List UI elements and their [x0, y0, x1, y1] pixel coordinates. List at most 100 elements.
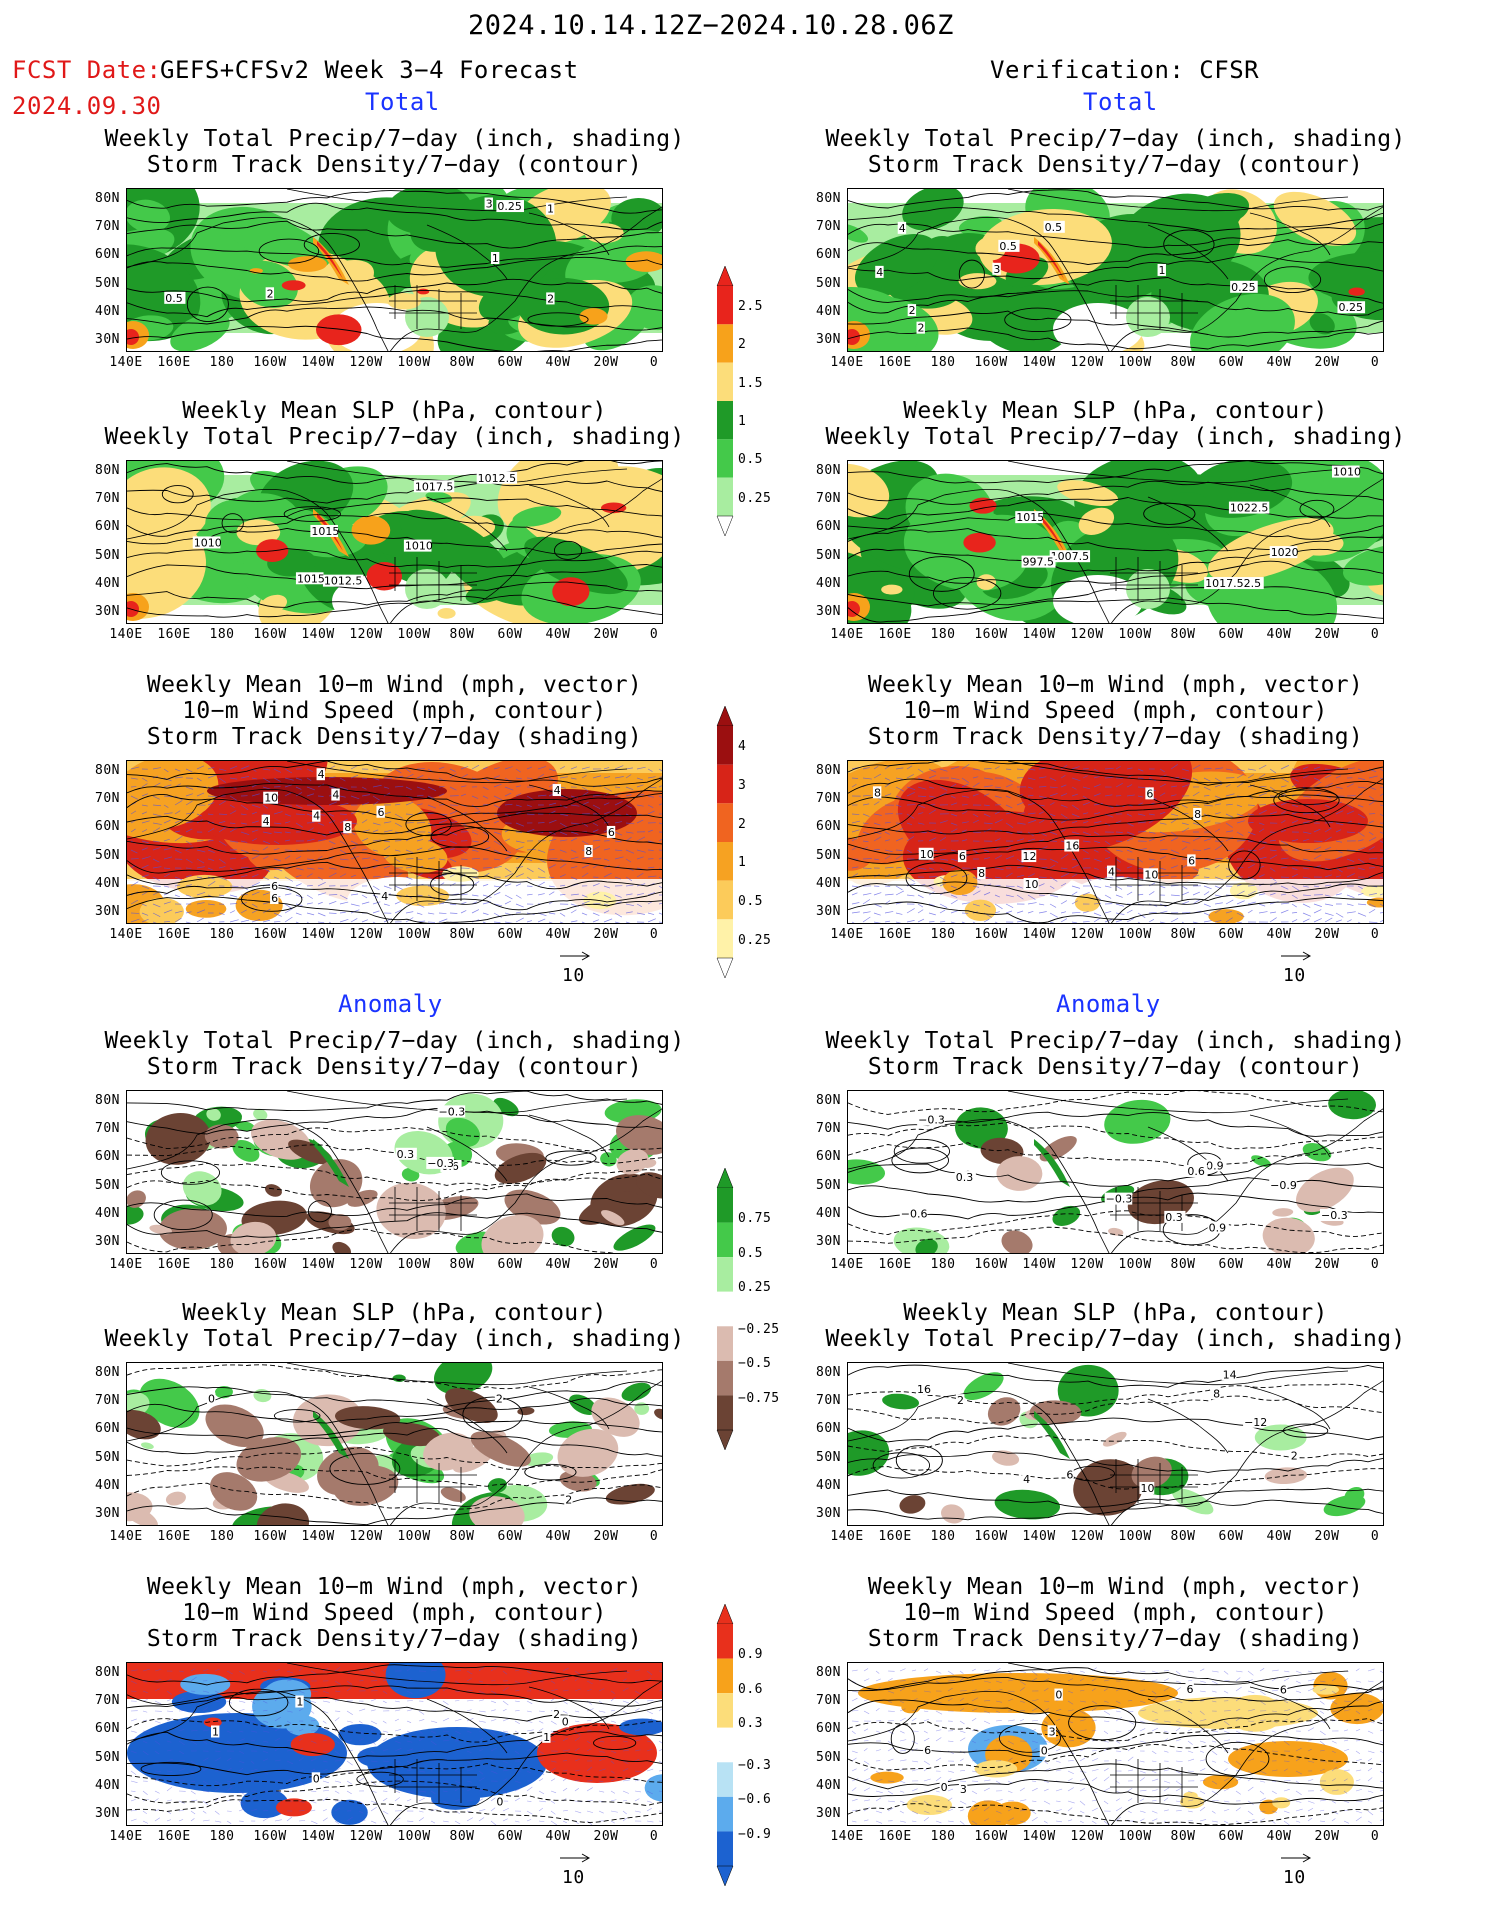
contour-label: 2: [1291, 1449, 1298, 1462]
contour-label: 10: [1144, 868, 1158, 881]
colorbar-label: 0.3: [738, 1716, 763, 1732]
contour-label: −0.3: [439, 1105, 466, 1118]
lon-label: 20W: [593, 927, 619, 942]
lon-label: 60W: [1218, 1529, 1244, 1544]
contour-label: 2: [918, 322, 925, 335]
contour-label: 1010: [405, 540, 433, 553]
contour-label: 4: [1108, 866, 1115, 879]
coastline-layer: [127, 189, 662, 351]
lat-label: 80N: [816, 763, 841, 778]
lon-label: 140W: [1022, 1529, 1056, 1544]
colorbar-swatch: [717, 1291, 733, 1327]
contour-label: 6: [959, 850, 966, 863]
lon-label: 20W: [1314, 355, 1340, 370]
contour-label: 3: [1049, 1725, 1056, 1738]
lat-label: 70N: [95, 1121, 120, 1136]
lon-label: 20W: [1314, 1529, 1340, 1544]
lon-label: 180: [209, 627, 235, 642]
lon-label: 140W: [301, 627, 335, 642]
colorbar-label: 4: [738, 739, 747, 755]
panel-title-line: Weekly Mean SLP (hPa, contour): [903, 398, 1328, 424]
lon-label: 40W: [1266, 927, 1292, 942]
contour-label: 1010: [194, 536, 222, 549]
lat-label: 50N: [816, 1750, 841, 1765]
lon-label: 140E: [109, 927, 143, 942]
lon-label: 140E: [109, 627, 143, 642]
section-anomaly-verification: Anomaly: [1056, 990, 1161, 1018]
panel-title-f3: Weekly Mean 10−m Wind (mph, vector) 10−m …: [66, 672, 723, 750]
lat-label: 30N: [816, 604, 841, 619]
contour-label: −0.3: [427, 1157, 454, 1170]
contour-label: 0.9: [1209, 1221, 1227, 1234]
lon-label: 160E: [878, 627, 912, 642]
lon-label: 140E: [109, 1829, 143, 1844]
colorbar-swatch: [717, 919, 733, 958]
contour-label: 14: [1223, 1368, 1237, 1381]
contour-label: 6: [608, 826, 615, 839]
contour-label: −0.6: [901, 1207, 928, 1220]
colorbar-storm-total: 4 3 2 1 0.5 0.25: [716, 706, 806, 978]
panel-title-line: Weekly Mean 10−m Wind (mph, vector): [146, 1574, 643, 1600]
panel-title-v1: Weekly Total Precip/7−day (inch, shading…: [787, 126, 1444, 178]
contour-label: 3: [960, 1783, 967, 1796]
lon-label: 180: [930, 927, 956, 942]
map-panel-f1: 2 1 3 1 2 0.5 0.25: [126, 188, 663, 352]
lat-label: 30N: [95, 332, 120, 347]
contour-label: 8: [585, 845, 592, 858]
lon-label: 160E: [157, 627, 191, 642]
contour-label: 8: [344, 821, 351, 834]
map-panel-v4: 0.3 −0.9 0.3 −0.3 0.9 −0.6 −0.3 −0.3 0.9 0.6: [847, 1090, 1384, 1254]
lon-label: 100W: [397, 1257, 431, 1272]
lat-label: 60N: [816, 519, 841, 534]
contour-label: 997.5: [1023, 556, 1055, 569]
lat-label: 70N: [816, 491, 841, 506]
lon-label: 0: [649, 1257, 659, 1272]
colorbar-swatch: [717, 803, 733, 842]
vector-reference-v3: 10: [1279, 946, 1315, 986]
lon-label: 120W: [1070, 1529, 1104, 1544]
lat-label: 80N: [95, 463, 120, 478]
contour-label: 0.6: [1187, 1165, 1205, 1178]
colorbar-storm-anomaly: 0.9 0.6 0.3 −0.3 −0.6 −0.9: [716, 1604, 806, 1886]
panel-title-line: Weekly Total Precip/7−day (inch, shading…: [104, 126, 685, 152]
lon-label: 140E: [830, 927, 864, 942]
panel-title-line: Storm Track Density/7−day (contour): [146, 152, 643, 178]
contour-label: 1015: [311, 525, 339, 538]
lat-label: 30N: [816, 904, 841, 919]
lat-label: 70N: [95, 791, 120, 806]
colorbar-swatch: [717, 1624, 733, 1659]
contour-label: 0.9: [1206, 1160, 1224, 1173]
lon-label: 160E: [878, 355, 912, 370]
lon-label: 140E: [830, 1257, 864, 1272]
main-title: 2024.10.14.12Z−2024.10.28.06Z: [468, 10, 954, 41]
lon-label: 160W: [974, 355, 1008, 370]
section-total-forecast: Total: [365, 88, 440, 116]
contour-label: 1012.5: [324, 575, 363, 588]
map-panel-v5: 14 16 −12 10 6 8 4 2 2: [847, 1362, 1384, 1526]
shading-layer: [848, 461, 1383, 623]
contour-label: −0.9: [1270, 1179, 1297, 1192]
lon-label: 0: [1370, 627, 1380, 642]
panel-title-line: Storm Track Density/7−day (shading): [146, 724, 643, 750]
panel-title-line: Weekly Total Precip/7−day (inch, shading…: [825, 424, 1406, 450]
contour-label: 0.25: [1231, 281, 1256, 294]
lon-label: 180: [930, 1529, 956, 1544]
lat-label: 50N: [816, 1178, 841, 1193]
panel-title-line: Storm Track Density/7−day (shading): [867, 724, 1364, 750]
contour-label: 0.3: [956, 1171, 974, 1184]
lon-label: 60W: [1218, 1829, 1244, 1844]
lon-label: 80W: [449, 355, 475, 370]
lat-label: 30N: [95, 1234, 120, 1249]
contour-label: 8: [978, 867, 985, 880]
colorbar-label: 0.5: [738, 1245, 763, 1261]
lon-label: 40W: [1266, 627, 1292, 642]
lat-label: 70N: [95, 1393, 120, 1408]
contour-label: 10: [1140, 1482, 1154, 1495]
contour-label: 1: [296, 1696, 303, 1709]
lon-label: 160E: [878, 927, 912, 942]
lon-label: 120W: [349, 355, 383, 370]
colorbar-label: 3: [738, 777, 747, 793]
lon-label: 140E: [830, 355, 864, 370]
contour-label: 2: [496, 1393, 503, 1406]
